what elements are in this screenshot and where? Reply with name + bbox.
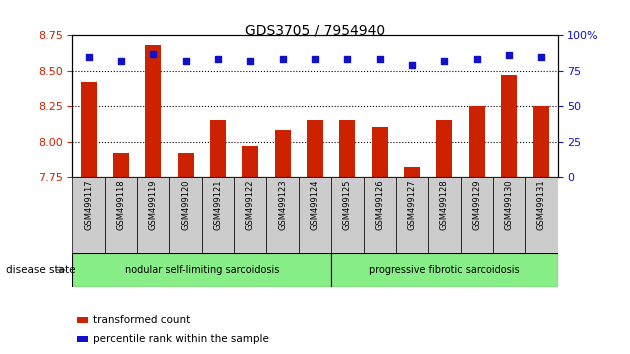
Text: GSM499126: GSM499126 <box>375 179 384 230</box>
FancyBboxPatch shape <box>428 177 461 253</box>
FancyBboxPatch shape <box>396 177 428 253</box>
Bar <box>77 336 88 342</box>
FancyBboxPatch shape <box>169 177 202 253</box>
Text: nodular self-limiting sarcoidosis: nodular self-limiting sarcoidosis <box>125 265 279 275</box>
Bar <box>242 146 258 177</box>
Point <box>342 57 352 62</box>
Point <box>181 58 191 64</box>
FancyBboxPatch shape <box>493 177 525 253</box>
Bar <box>339 120 355 177</box>
Point <box>278 57 288 62</box>
Text: GSM499118: GSM499118 <box>117 179 125 230</box>
Point <box>84 54 94 59</box>
Text: GSM499124: GSM499124 <box>311 179 319 230</box>
FancyBboxPatch shape <box>331 177 364 253</box>
Point <box>375 57 385 62</box>
Text: GSM499117: GSM499117 <box>84 179 93 230</box>
Point <box>439 58 449 64</box>
Bar <box>533 106 549 177</box>
Text: GSM499121: GSM499121 <box>214 179 222 230</box>
Text: percentile rank within the sample: percentile rank within the sample <box>93 333 269 344</box>
Bar <box>372 127 387 177</box>
Text: GDS3705 / 7954940: GDS3705 / 7954940 <box>245 23 385 37</box>
FancyBboxPatch shape <box>72 177 105 253</box>
FancyBboxPatch shape <box>461 177 493 253</box>
Bar <box>275 130 291 177</box>
Text: GSM499129: GSM499129 <box>472 179 481 230</box>
Bar <box>81 82 97 177</box>
FancyBboxPatch shape <box>364 177 396 253</box>
Text: progressive fibrotic sarcoidosis: progressive fibrotic sarcoidosis <box>369 265 520 275</box>
FancyBboxPatch shape <box>72 253 331 287</box>
Point <box>310 57 320 62</box>
Point <box>148 51 158 57</box>
Bar <box>178 153 194 177</box>
Point <box>213 57 223 62</box>
FancyBboxPatch shape <box>105 177 137 253</box>
Bar <box>307 120 323 177</box>
Point <box>472 57 482 62</box>
FancyBboxPatch shape <box>234 177 266 253</box>
Bar <box>404 167 420 177</box>
Bar <box>77 317 88 323</box>
Bar <box>469 106 485 177</box>
Text: GSM499125: GSM499125 <box>343 179 352 230</box>
Bar <box>210 120 226 177</box>
FancyBboxPatch shape <box>266 177 299 253</box>
Bar <box>436 120 452 177</box>
Point <box>504 52 514 58</box>
Text: GSM499119: GSM499119 <box>149 179 158 230</box>
Text: GSM499122: GSM499122 <box>246 179 255 230</box>
Text: GSM499131: GSM499131 <box>537 179 546 230</box>
Bar <box>145 45 161 177</box>
FancyBboxPatch shape <box>137 177 169 253</box>
Point <box>407 62 417 68</box>
Text: GSM499123: GSM499123 <box>278 179 287 230</box>
Text: GSM499128: GSM499128 <box>440 179 449 230</box>
Point <box>245 58 255 64</box>
Point <box>536 54 546 59</box>
Text: GSM499120: GSM499120 <box>181 179 190 230</box>
Text: transformed count: transformed count <box>93 315 190 325</box>
FancyBboxPatch shape <box>525 177 558 253</box>
FancyBboxPatch shape <box>202 177 234 253</box>
FancyBboxPatch shape <box>331 253 558 287</box>
Point <box>116 58 126 64</box>
FancyBboxPatch shape <box>299 177 331 253</box>
Bar <box>113 153 129 177</box>
Text: GSM499127: GSM499127 <box>408 179 416 230</box>
Bar <box>501 75 517 177</box>
Text: disease state: disease state <box>6 265 76 275</box>
Text: GSM499130: GSM499130 <box>505 179 513 230</box>
